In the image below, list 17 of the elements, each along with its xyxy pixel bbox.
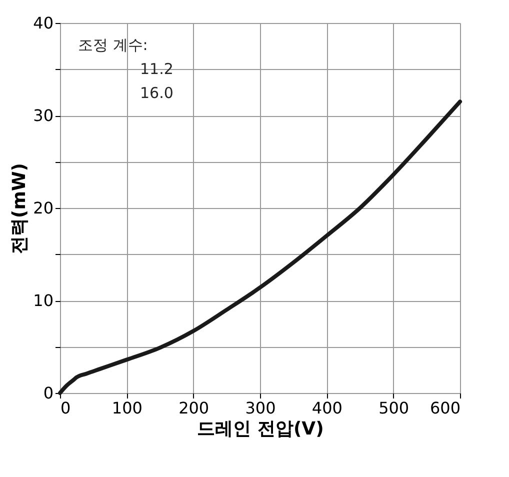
- x-tick-label: 100: [112, 398, 142, 418]
- annotation: 16.0: [140, 84, 174, 102]
- y-tick-label: 0: [43, 384, 54, 402]
- x-tick-label: 200: [178, 398, 210, 418]
- y-tick-label: 40: [33, 14, 54, 32]
- x-tick-label: 300: [245, 398, 276, 418]
- x-tick-label: 400: [312, 398, 342, 418]
- y-tick-label: 10: [33, 291, 54, 310]
- x-tick-label: 0: [60, 398, 71, 418]
- x-tick-label: 600: [430, 398, 460, 418]
- y-tick-label: 20: [33, 198, 54, 218]
- x-axis-title: 드레인 전압(V): [197, 418, 324, 440]
- y-tick-label: 30: [33, 106, 54, 125]
- x-tick-label: 500: [378, 398, 410, 418]
- y-axis-title: 전력(mW): [9, 162, 30, 254]
- annotation: 11.2: [140, 60, 174, 78]
- annotation: 조정 계수:: [78, 36, 148, 54]
